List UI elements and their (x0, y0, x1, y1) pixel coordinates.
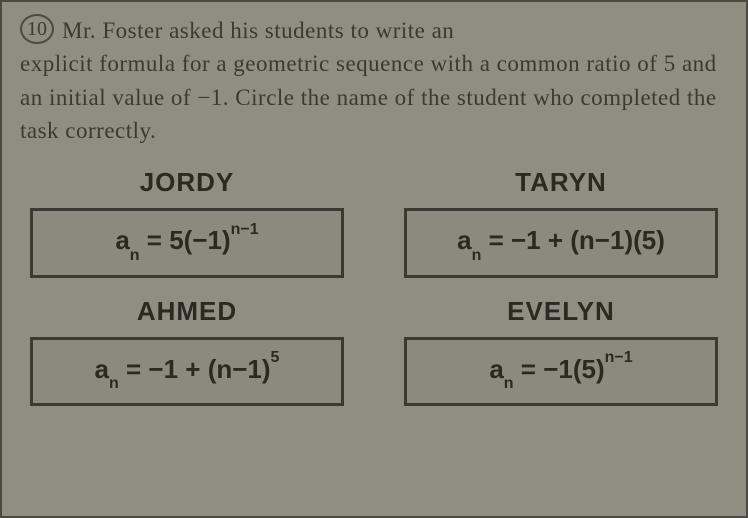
formula-var: a (457, 225, 471, 255)
student-name-taryn: TARYN (515, 167, 607, 198)
formula-taryn: an = −1 + (n−1)(5) (457, 225, 665, 255)
student-name-evelyn: EVELYN (507, 296, 615, 327)
formula-sub: n (109, 375, 119, 392)
question-number: 10 (20, 14, 54, 44)
formula-sub: n (130, 247, 140, 264)
question-block: 10 Mr. Foster asked his students to writ… (20, 14, 728, 147)
answer-evelyn: EVELYN an = −1(5)n−1 (404, 296, 718, 406)
formula-eq: = −1(5) (514, 354, 605, 384)
formula-evelyn: an = −1(5)n−1 (489, 354, 632, 384)
answer-taryn: TARYN an = −1 + (n−1)(5) (404, 167, 718, 277)
student-name-jordy: JORDY (140, 167, 235, 198)
formula-ahmed: an = −1 + (n−1)5 (95, 354, 280, 384)
formula-box-evelyn: an = −1(5)n−1 (404, 337, 718, 406)
formula-var: a (489, 354, 503, 384)
formula-eq: = −1 + (n−1) (119, 354, 271, 384)
formula-sub: n (504, 375, 514, 392)
formula-eq: = −1 + (n−1)(5) (481, 225, 665, 255)
worksheet-container: 10 Mr. Foster asked his students to writ… (0, 0, 748, 518)
formula-var: a (115, 225, 129, 255)
formula-box-ahmed: an = −1 + (n−1)5 (30, 337, 344, 406)
formula-eq: = 5(−1) (140, 225, 231, 255)
answer-jordy: JORDY an = 5(−1)n−1 (30, 167, 344, 277)
student-name-ahmed: AHMED (137, 296, 237, 327)
formula-var: a (95, 354, 109, 384)
formula-sup: n−1 (605, 349, 633, 366)
formula-box-taryn: an = −1 + (n−1)(5) (404, 208, 718, 277)
formula-box-jordy: an = 5(−1)n−1 (30, 208, 344, 277)
answers-grid: JORDY an = 5(−1)n−1 TARYN an = −1 + (n−1… (20, 167, 728, 405)
formula-sup: n−1 (231, 221, 259, 238)
formula-sub: n (472, 247, 482, 264)
question-text-rest: explicit formula for a geometric sequenc… (20, 47, 728, 147)
formula-jordy: an = 5(−1)n−1 (115, 225, 258, 255)
answer-ahmed: AHMED an = −1 + (n−1)5 (30, 296, 344, 406)
formula-sup: 5 (271, 349, 280, 366)
question-text-first: Mr. Foster asked his students to write a… (62, 18, 454, 43)
